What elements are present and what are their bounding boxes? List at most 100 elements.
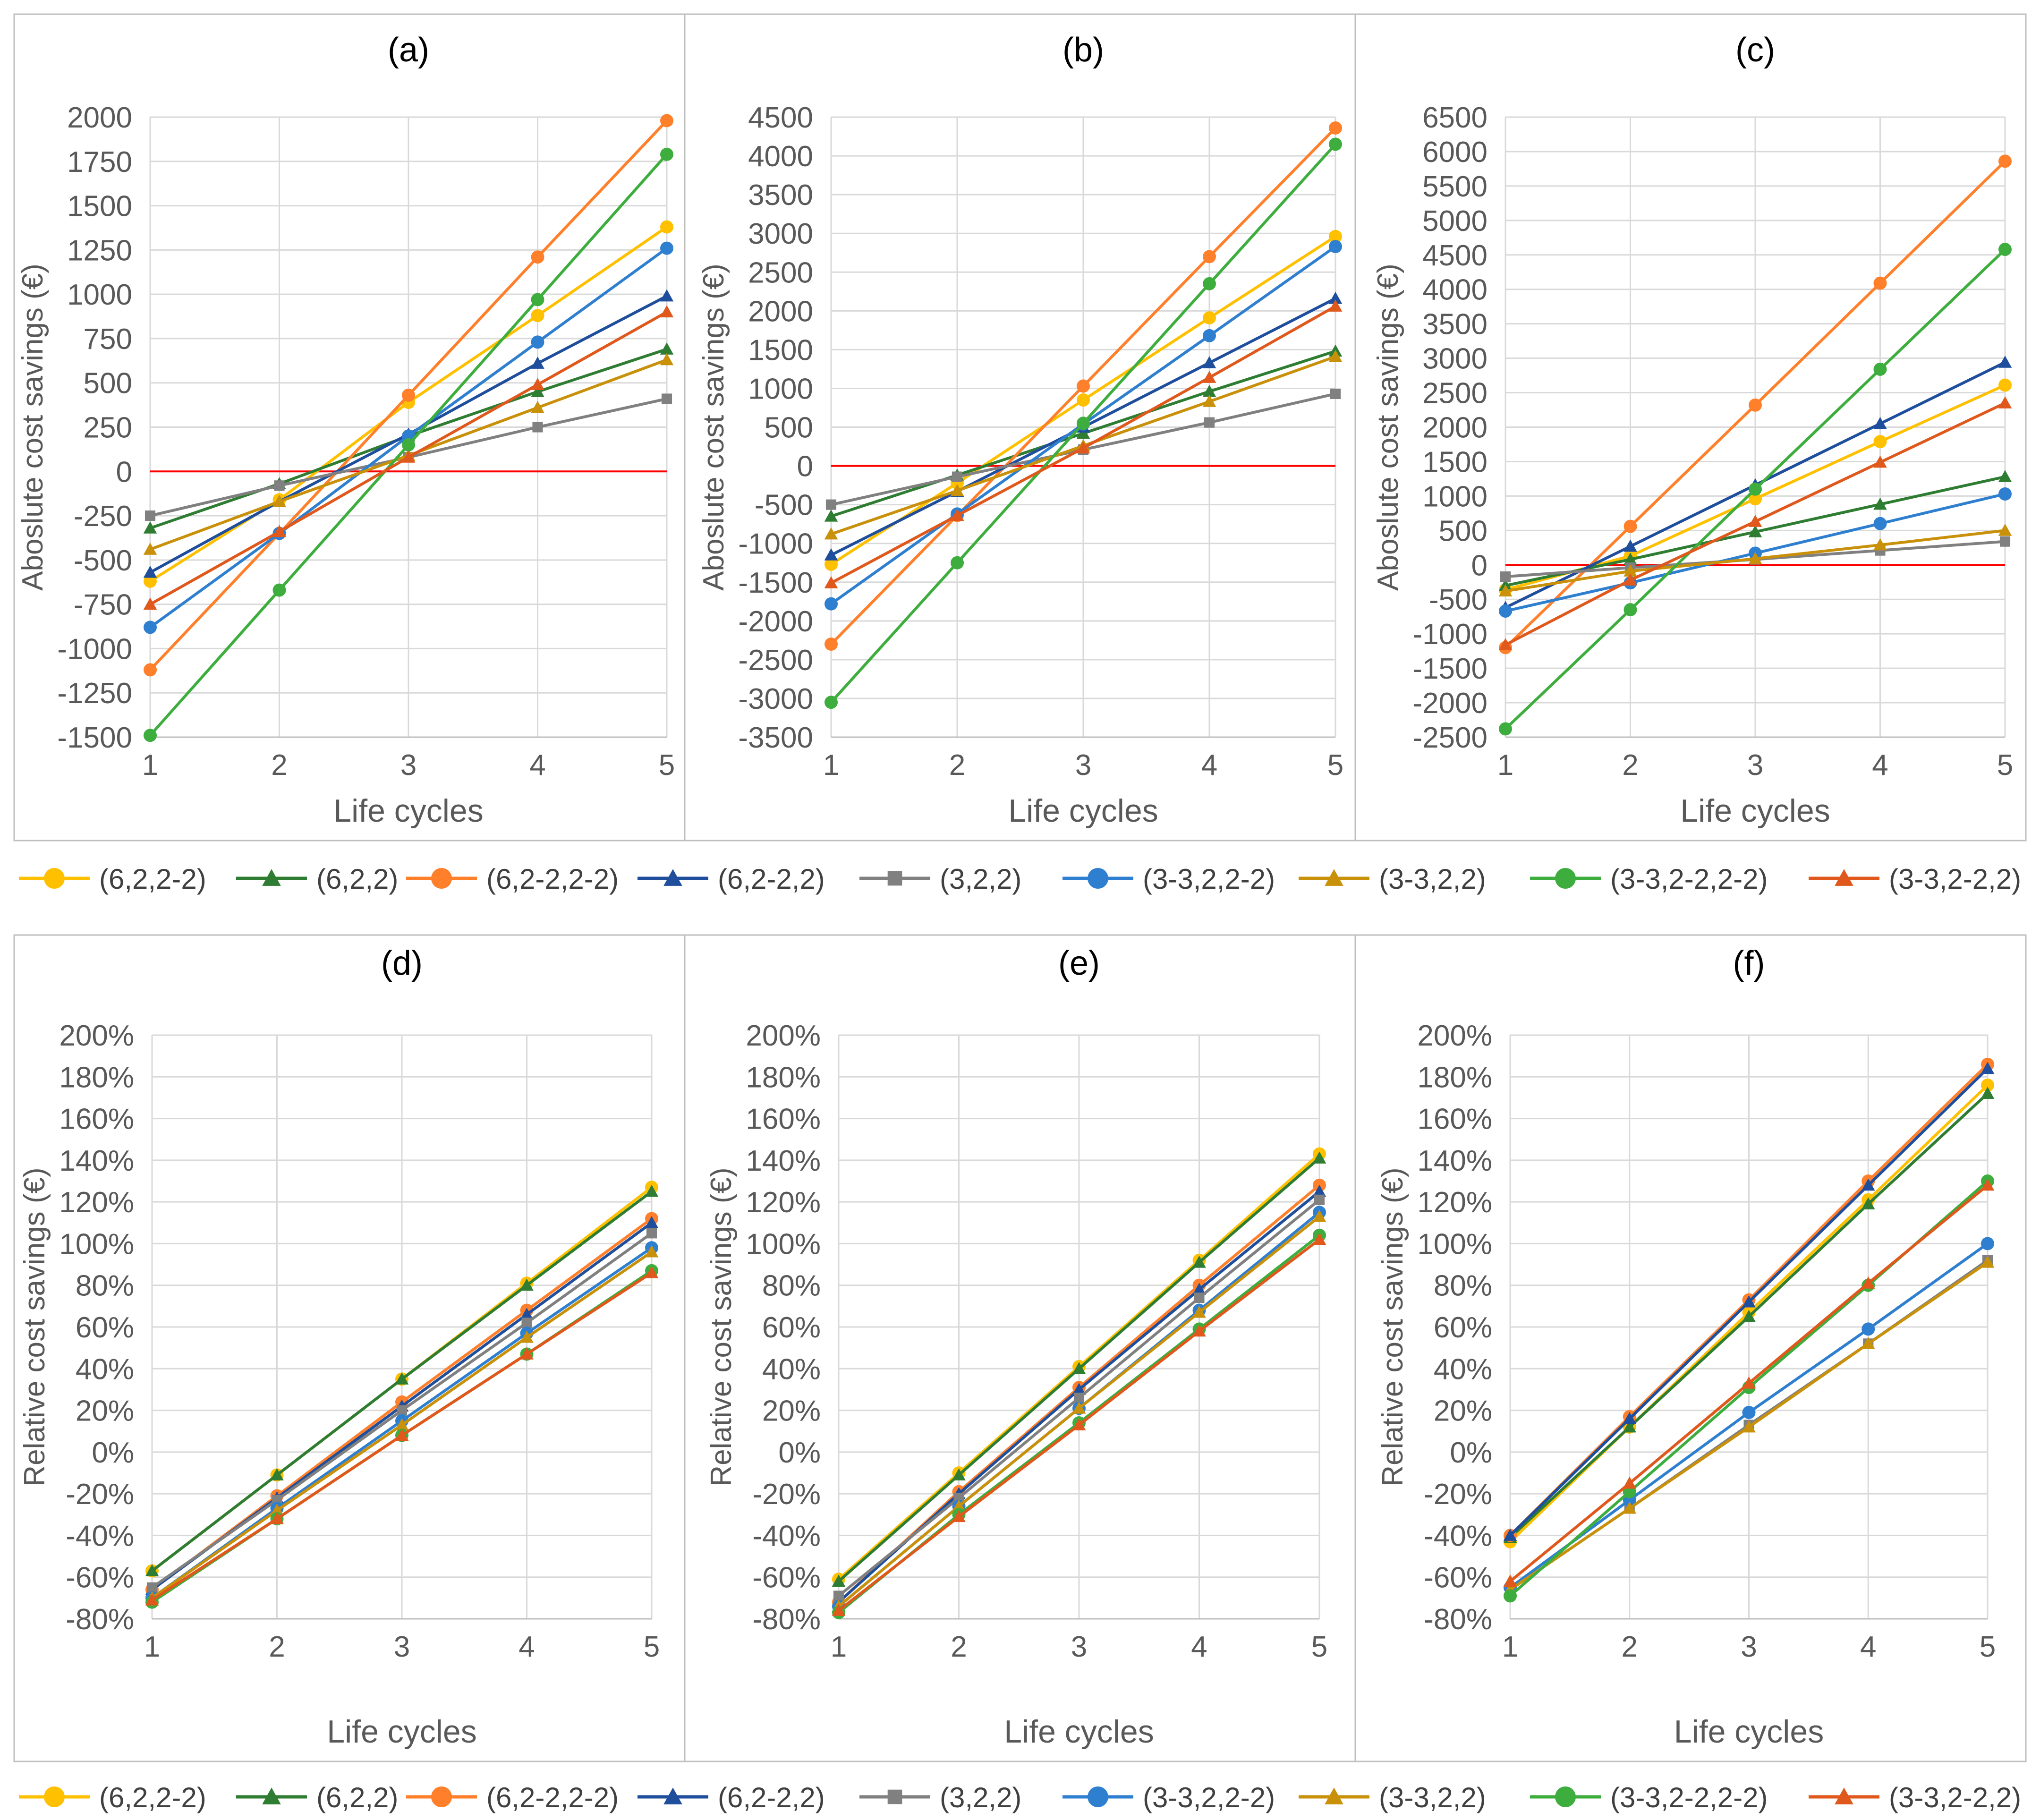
- data-point: [270, 1504, 284, 1516]
- data-point: [1072, 1401, 1086, 1414]
- data-point: [1873, 417, 1887, 429]
- data-point: [1623, 1476, 1637, 1489]
- y-tick-label: 3000: [748, 218, 813, 250]
- legend-label: (3-3,2-2,2): [1889, 1782, 2021, 1813]
- data-point: [1624, 603, 1637, 617]
- x-tick-label: 3: [1075, 749, 1091, 782]
- data-point: [832, 1604, 846, 1616]
- y-tick-label: 20%: [1434, 1395, 1492, 1428]
- y-tick-label: -1000: [738, 528, 813, 561]
- data-point: [951, 556, 964, 570]
- data-point: [1202, 356, 1216, 368]
- y-tick-label: 1500: [67, 190, 132, 223]
- y-tick-label: -1500: [738, 567, 813, 599]
- data-point: [1623, 1501, 1637, 1514]
- y-tick-label: -500: [1429, 584, 1488, 616]
- data-point: [1742, 1376, 1756, 1389]
- x-tick-label: 1: [142, 749, 158, 782]
- y-tick-label: 0: [797, 451, 813, 483]
- data-point: [1742, 1310, 1756, 1322]
- y-tick-label: 4000: [748, 140, 813, 173]
- data-point: [1623, 1412, 1637, 1424]
- y-tick-label: 140%: [59, 1145, 134, 1177]
- legend-label: (6,2,2): [316, 863, 398, 895]
- y-tick-label: 0: [116, 456, 132, 488]
- series-(3,2,2): [833, 1194, 1325, 1601]
- data-point: [1330, 388, 1341, 399]
- y-tick-label: 40%: [76, 1353, 134, 1386]
- y-tick-label: 180%: [59, 1061, 134, 1094]
- x-tick-label: 5: [1997, 749, 2013, 782]
- data-point: [1873, 455, 1887, 468]
- chart-title: (c): [1735, 31, 1775, 69]
- y-tick-label: 200%: [746, 1020, 821, 1052]
- data-point: [1498, 584, 1513, 597]
- legend-marker: [663, 869, 682, 886]
- data-point: [1499, 604, 1512, 618]
- data-point: [1742, 1405, 1756, 1419]
- data-point: [521, 1318, 532, 1328]
- y-tick-label: -1500: [1412, 653, 1488, 685]
- y-tick-label: 2000: [1422, 412, 1488, 444]
- series-(3-3,2-2,2): [832, 1233, 1326, 1616]
- y-tick-label: 4000: [1422, 274, 1488, 306]
- y-tick-label: 40%: [762, 1353, 821, 1386]
- data-point: [531, 385, 544, 397]
- y-tick-label: -250: [74, 500, 132, 533]
- x-tick-label: 3: [1741, 1631, 1757, 1663]
- data-point: [1314, 1194, 1325, 1205]
- y-tick-label: 3500: [748, 179, 813, 212]
- data-point: [1202, 371, 1216, 383]
- data-point: [1329, 121, 1342, 135]
- y-tick-label: 2000: [67, 102, 132, 134]
- data-point: [824, 638, 838, 651]
- data-point: [824, 527, 838, 540]
- legend-item: (6,2,2): [236, 863, 398, 895]
- data-point: [950, 484, 964, 496]
- y-tick-label: 6000: [1422, 136, 1488, 169]
- legend-item: (6,2,2): [236, 1782, 398, 1813]
- chart-panel-c: -2500-2000-1500-1000-5000500100015002000…: [1372, 31, 2013, 829]
- y-tick-label: 100%: [1417, 1228, 1492, 1260]
- data-point: [531, 293, 544, 306]
- y-axis-label: Relative cost savings (€): [705, 1167, 738, 1486]
- data-point: [1203, 329, 1216, 342]
- data-point: [1998, 487, 2012, 501]
- data-point: [660, 289, 674, 302]
- data-point: [144, 510, 156, 521]
- data-point: [824, 696, 838, 709]
- chart-title: (d): [381, 944, 423, 982]
- data-point: [660, 114, 673, 128]
- data-point: [1624, 519, 1637, 533]
- series-(3-3,2-2,2): [145, 1266, 659, 1606]
- data-point: [1742, 1295, 1756, 1308]
- data-point: [952, 1499, 966, 1512]
- series-(3-3,2-2,2): [824, 299, 1343, 588]
- data-point: [144, 621, 157, 634]
- legend-item: (6,2-2,2-2): [406, 1782, 619, 1813]
- data-point: [1077, 379, 1090, 393]
- data-point: [952, 1510, 966, 1522]
- legend-label: (3,2,2): [940, 863, 1021, 895]
- y-tick-label: 60%: [76, 1311, 134, 1344]
- data-point: [1873, 517, 1887, 530]
- y-tick-label: 180%: [1417, 1061, 1492, 1094]
- legend-label: (6,2,2-2): [99, 1782, 206, 1813]
- series-(3-3,2-2,2-2): [824, 137, 1342, 709]
- legend-item: (3-3,2,2-2): [1062, 863, 1275, 895]
- data-point: [143, 565, 157, 578]
- legend-item: (3-3,2-2,2-2): [1530, 863, 1768, 895]
- data-point: [1998, 243, 2012, 256]
- data-point: [646, 1228, 657, 1239]
- chart-panel-e: -80%-60%-40%-20%0%20%40%60%80%100%120%14…: [705, 944, 1327, 1750]
- series-(3-3,2-2,2-2): [1499, 243, 2012, 736]
- chart-panel-a: -1500 -1250 -1000 -750 -500 -250 0 250 500 750 100…: [17, 31, 675, 829]
- y-tick-label: 100%: [59, 1228, 134, 1260]
- y-tick-label: 120%: [59, 1186, 134, 1219]
- legend-item: (6,2-2,2): [638, 1782, 825, 1813]
- y-tick-label: -2000: [738, 605, 813, 638]
- y-tick-label: 160%: [746, 1103, 821, 1136]
- data-point: [144, 663, 157, 677]
- data-point: [645, 1266, 659, 1278]
